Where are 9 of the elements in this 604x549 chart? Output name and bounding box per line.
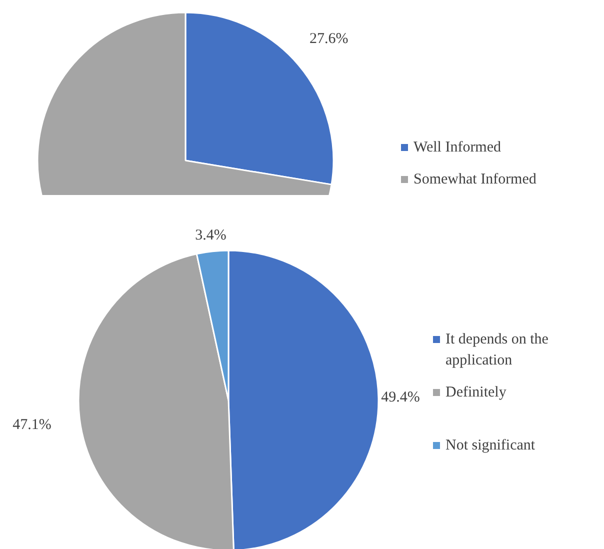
data-label: 47.1% (12, 417, 52, 434)
data-label: 49.4% (381, 390, 420, 406)
legend-label: Somewhat Informed (414, 172, 537, 188)
legend-label: It depends on the application (446, 332, 549, 368)
data-label: 27.6% (309, 30, 348, 47)
data-label: 3.4% (195, 227, 226, 244)
legend-label: Well Informed (414, 140, 502, 156)
legend-label: Not significant (446, 438, 536, 454)
legend-label: Definitely (446, 384, 507, 400)
